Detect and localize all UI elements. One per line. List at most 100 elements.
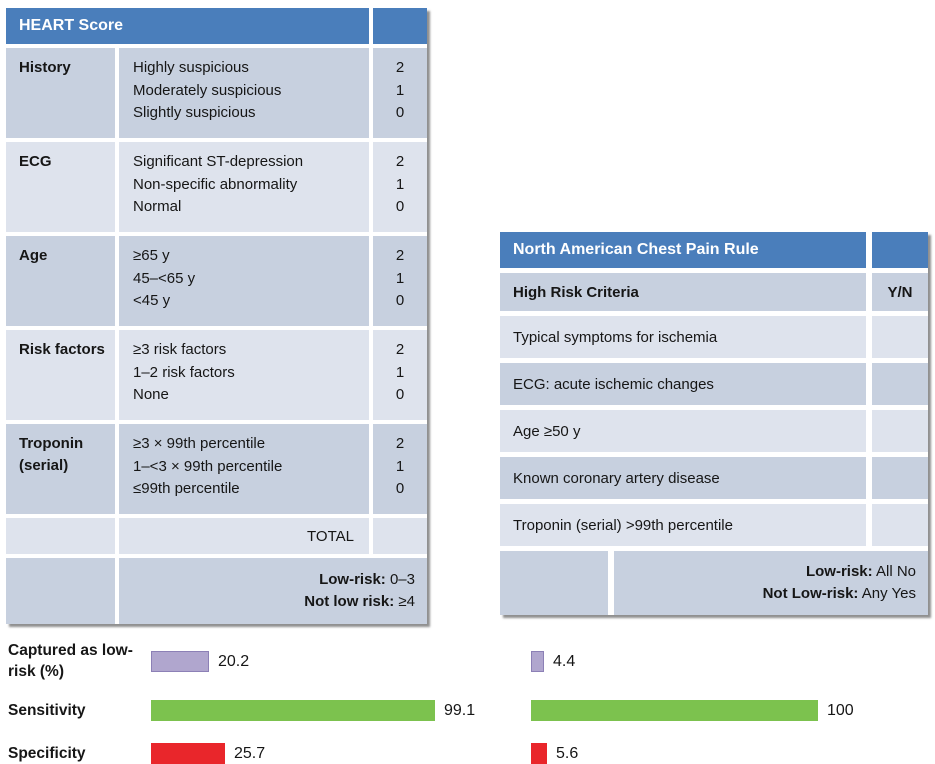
specificity-bar-heart xyxy=(151,743,225,764)
footer-line: Low-risk: All No xyxy=(806,561,916,583)
nacpr-yn-cell xyxy=(872,316,928,358)
point-value: 2 xyxy=(395,59,405,76)
nacpr-criterion-text: Age ≥50 y xyxy=(500,410,866,452)
captured-bar-nacpr xyxy=(531,651,544,672)
heart-row-label: Troponin (serial) xyxy=(6,424,115,514)
heart-total-spacer xyxy=(6,518,115,554)
point-value: 1 xyxy=(395,175,405,193)
heart-total-row: TOTAL xyxy=(6,518,427,554)
captured-bar-heart xyxy=(151,651,209,672)
heart-row-risk-factors: Risk factors ≥3 risk factors 1–2 risk fact… xyxy=(6,330,427,420)
heart-row-points: 2 1 0 xyxy=(373,330,427,420)
heart-row-points: 2 1 0 xyxy=(373,236,427,326)
point-value: 2 xyxy=(395,435,405,452)
nacpr-criterion-row: Troponin (serial) >99th percentile xyxy=(500,504,928,546)
point-value: 2 xyxy=(395,247,405,264)
heart-table-title: HEART Score xyxy=(6,8,369,44)
option-text: Non-specific abnormality xyxy=(133,175,298,193)
option-text: ≤99th percentile xyxy=(133,480,240,497)
footer-line-rest: All No xyxy=(872,563,916,580)
heart-header-score-spacer xyxy=(373,8,427,44)
sensitivity-value-heart: 99.1 xyxy=(444,702,476,719)
point-value: 0 xyxy=(395,292,405,309)
nacpr-criteria-header-row: High Risk Criteria Y/N xyxy=(500,273,928,311)
nacpr-yn-cell xyxy=(872,410,928,452)
nacpr-risk-interpretation: Low-risk: All No Not Low-risk: Any Yes xyxy=(614,551,928,615)
option-text: ≥3 × 99th percentile xyxy=(133,435,266,452)
metric-label-specificity: Specificity xyxy=(8,745,86,762)
heart-row-ecg: ECG Significant ST-depression Non-specific… xyxy=(6,142,427,232)
nacpr-criteria-header: High Risk Criteria xyxy=(500,273,866,311)
heart-score-table: HEART Score History Highly suspicious Mode… xyxy=(6,8,427,624)
heart-row-troponin-serial-: Troponin (serial) ≥3 × 99th percentile 1–<… xyxy=(6,424,427,514)
option-text: Moderately suspicious xyxy=(133,81,282,99)
captured-value-heart: 20.2 xyxy=(218,653,250,670)
footer-line-rest: 0–3 xyxy=(385,571,415,588)
heart-row-label: ECG xyxy=(6,142,115,232)
specificity-value-heart: 25.7 xyxy=(234,745,266,762)
captured-value-nacpr: 4.4 xyxy=(553,653,576,670)
point-value: 2 xyxy=(395,153,405,170)
nacpr-footer-spacer xyxy=(500,551,608,615)
heart-total-label: TOTAL xyxy=(119,518,369,554)
point-value: 0 xyxy=(395,104,405,121)
option-text: ≥3 risk factors xyxy=(133,341,227,358)
nacpr-criterion-text: ECG: acute ischemic changes xyxy=(500,363,866,405)
footer-line-bold: Low-risk: xyxy=(319,571,386,588)
option-text: Significant ST-depression xyxy=(133,153,304,170)
heart-row-age: Age ≥65 y 45–<65 y <45 y 2 1 0 xyxy=(6,236,427,326)
footer-line: Not Low-risk: Any Yes xyxy=(763,583,916,605)
specificity-bar-nacpr xyxy=(531,743,547,764)
option-text: Highly suspicious xyxy=(133,59,249,76)
nacpr-criterion-text: Known coronary artery disease xyxy=(500,457,866,499)
point-value: 1 xyxy=(395,81,405,99)
footer-line-bold: Low-risk: xyxy=(805,563,873,580)
metric-label-sensitivity: Sensitivity xyxy=(8,702,86,719)
nacpr-table: North American Chest Pain Rule High Risk… xyxy=(500,232,928,615)
nacpr-criterion-row: Typical symptoms for ischemia xyxy=(500,316,928,358)
nacpr-table-title: North American Chest Pain Rule xyxy=(500,232,866,268)
heart-footer-row: Low-risk: 0–3 Not low risk: ≥4 xyxy=(6,558,427,624)
option-text: 1–2 risk factors xyxy=(133,363,235,381)
option-text: 1–<3 × 99th percentile xyxy=(133,457,283,475)
footer-line-bold: Not low risk: xyxy=(304,593,395,610)
nacpr-footer-row: Low-risk: All No Not Low-risk: Any Yes xyxy=(500,551,928,615)
footer-line-bold: Not Low-risk: xyxy=(762,585,859,602)
heart-row-options: ≥65 y 45–<65 y <45 y xyxy=(119,236,369,326)
option-text: Normal xyxy=(133,198,182,215)
heart-total-score-cell xyxy=(373,518,427,554)
heart-row-points: 2 1 0 xyxy=(373,142,427,232)
nacpr-criterion-text: Typical symptoms for ischemia xyxy=(500,316,866,358)
heart-row-options: ≥3 × 99th percentile 1–<3 × 99th percenti… xyxy=(119,424,369,514)
option-text: Slightly suspicious xyxy=(133,104,256,121)
heart-row-label: Risk factors xyxy=(6,330,115,420)
heart-footer-spacer xyxy=(6,558,115,624)
nacpr-yn-cell xyxy=(872,504,928,546)
heart-row-points: 2 1 0 xyxy=(373,48,427,138)
point-value: 1 xyxy=(395,457,405,475)
heart-row-label: Age xyxy=(6,236,115,326)
nacpr-criterion-text: Troponin (serial) >99th percentile xyxy=(500,504,866,546)
heart-row-history: History Highly suspicious Moderately suspi… xyxy=(6,48,427,138)
point-value: 2 xyxy=(395,341,405,358)
metrics-bar-chart: Captured as low-risk (%) Sensitivity Spe… xyxy=(0,630,935,764)
nacpr-yn-header: Y/N xyxy=(872,273,928,311)
footer-line: Not low risk: ≥4 xyxy=(304,591,415,613)
specificity-value-nacpr: 5.6 xyxy=(556,745,579,762)
option-text: <45 y xyxy=(133,292,171,309)
sensitivity-value-nacpr: 100 xyxy=(827,702,854,719)
heart-header-row: HEART Score xyxy=(6,8,427,44)
sensitivity-bar-heart xyxy=(151,700,435,721)
heart-risk-interpretation: Low-risk: 0–3 Not low risk: ≥4 xyxy=(119,558,427,624)
heart-row-points: 2 1 0 xyxy=(373,424,427,514)
nacpr-yn-cell xyxy=(872,363,928,405)
option-text: None xyxy=(133,386,169,403)
nacpr-criterion-row: Known coronary artery disease xyxy=(500,457,928,499)
point-value: 0 xyxy=(395,198,405,215)
footer-line: Low-risk: 0–3 xyxy=(319,569,415,591)
sensitivity-bar-nacpr xyxy=(531,700,818,721)
heart-row-label: History xyxy=(6,48,115,138)
footer-line-rest: ≥4 xyxy=(394,593,415,610)
heart-row-options: Highly suspicious Moderately suspicious Sl… xyxy=(119,48,369,138)
heart-row-options: ≥3 risk factors 1–2 risk factors None xyxy=(119,330,369,420)
